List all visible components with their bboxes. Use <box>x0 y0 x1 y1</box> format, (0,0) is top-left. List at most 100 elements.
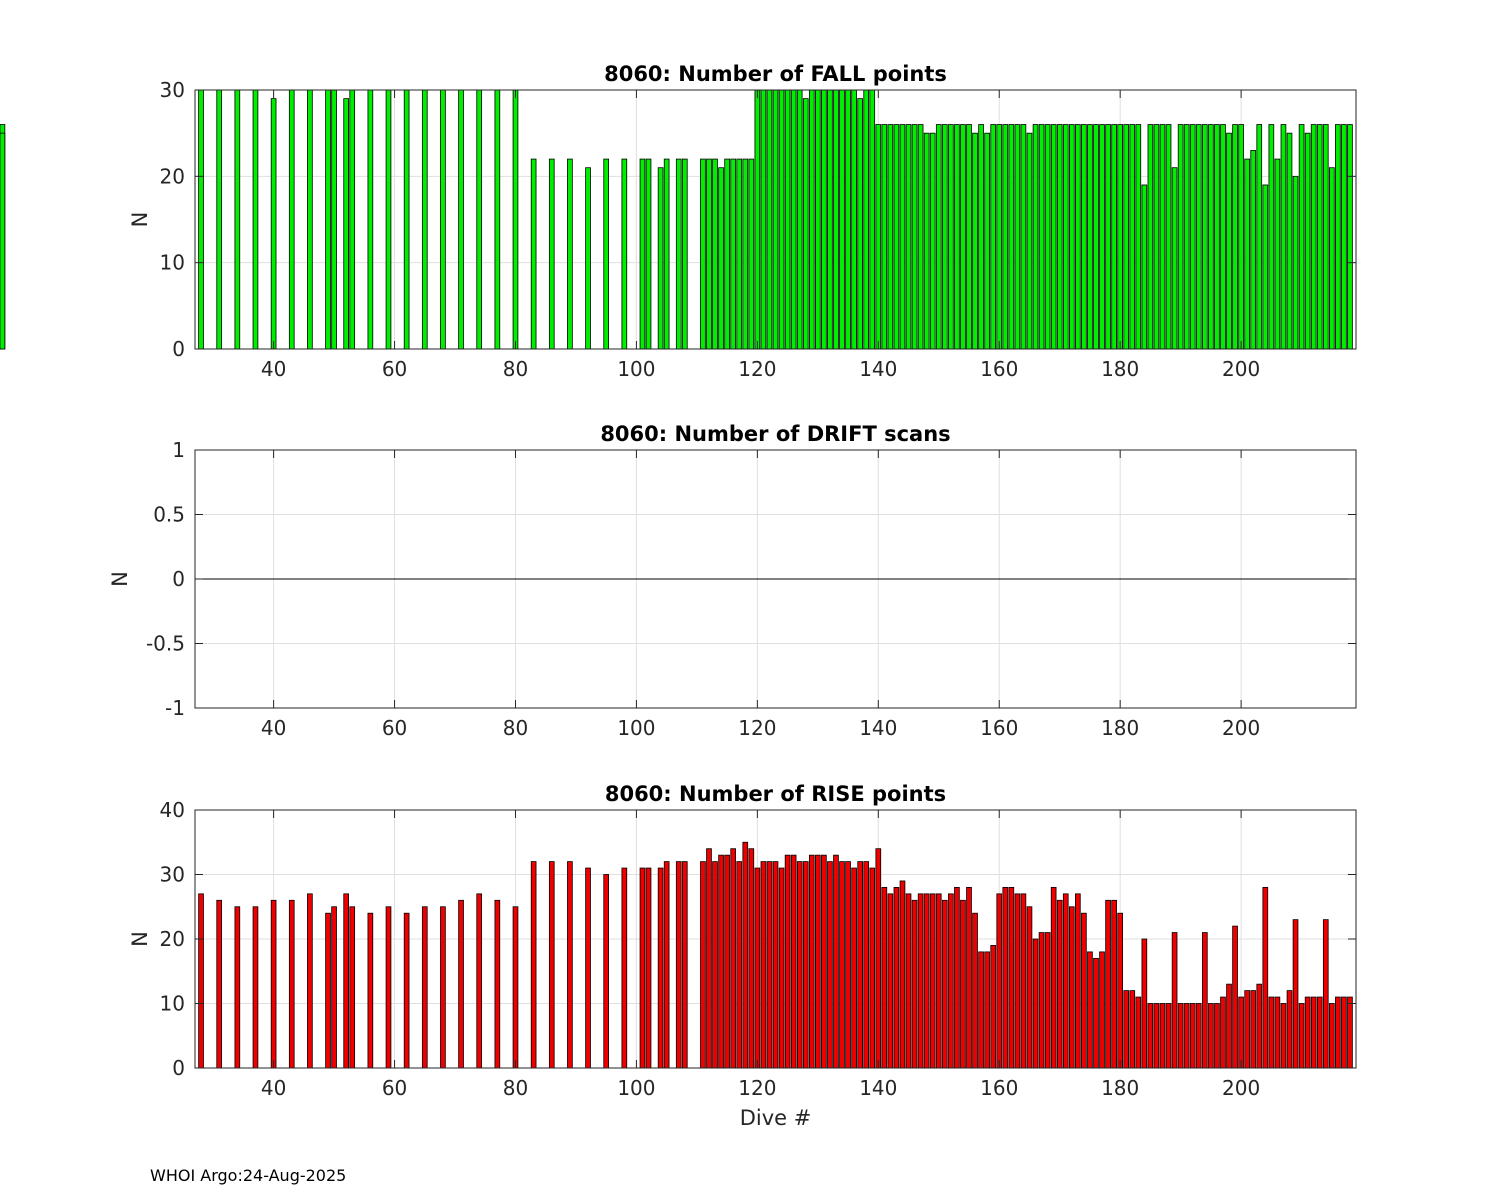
rise-bar <box>1286 990 1293 1069</box>
rise-bar <box>1135 996 1142 1069</box>
fall-bar <box>917 124 924 350</box>
fall-bar <box>1250 150 1257 350</box>
fall-bar <box>833 89 839 350</box>
rise-bar <box>748 848 755 1069</box>
drift-chart-title: 8060: Number of DRIFT scans <box>600 422 950 446</box>
fall-bar <box>706 158 712 350</box>
drift-x-tick-label: 60 <box>382 716 407 740</box>
fall-bar <box>1026 132 1033 350</box>
fall-x-tick-label: 160 <box>980 357 1018 381</box>
rise-bar <box>815 854 821 1069</box>
rise-bar <box>1195 1003 1202 1069</box>
rise-bar <box>966 887 972 1069</box>
rise-bar <box>1068 906 1075 1069</box>
rise-bar <box>458 899 464 1069</box>
fall-bar <box>1056 124 1063 350</box>
rise-bar <box>639 867 646 1069</box>
fall-bar <box>1226 132 1232 350</box>
fall-bar <box>1153 124 1160 350</box>
rise-bar <box>1056 899 1063 1069</box>
fall-y-axis-label: N <box>128 212 152 228</box>
fall-bar <box>663 158 670 350</box>
rise-bar <box>234 906 241 1069</box>
rise-bar <box>1008 887 1015 1069</box>
fall-bar <box>887 124 894 350</box>
fall-bar <box>1062 124 1069 350</box>
rise-bar <box>1093 957 1099 1069</box>
rise-bar <box>1038 932 1045 1069</box>
rise-bar <box>760 861 767 1069</box>
rise-bar <box>385 906 392 1069</box>
rise-x-tick-label: 180 <box>1101 1076 1139 1100</box>
fall-x-tick-label: 80 <box>503 357 528 381</box>
fall-bar <box>1068 124 1075 350</box>
rise-bar <box>742 841 749 1069</box>
rise-points-chart: 40 60 80 100 120 140 160 180 200 0 10 20 30 40 8060: N… <box>128 782 1357 1130</box>
drift-x-tick-label: 140 <box>859 716 897 740</box>
rise-bar <box>331 906 337 1069</box>
fall-bar <box>742 158 749 350</box>
rise-x-tick-label: 160 <box>980 1076 1018 1100</box>
rise-x-tick-label: 60 <box>382 1076 407 1100</box>
rise-bar <box>1099 951 1105 1069</box>
rise-bar <box>784 854 791 1069</box>
rise-bar <box>1111 899 1117 1069</box>
rise-bar <box>1087 951 1093 1069</box>
drift-y-tick-label: 0 <box>172 567 185 591</box>
fall-bar <box>288 89 295 350</box>
fall-bar <box>1177 124 1184 350</box>
rise-bar <box>724 854 730 1069</box>
rise-x-tick-label: 40 <box>261 1076 286 1100</box>
rise-bar <box>1292 919 1299 1069</box>
rise-bar <box>1202 932 1208 1069</box>
fall-axes-box <box>194 89 1357 350</box>
rise-bar <box>1032 938 1039 1069</box>
fall-bar <box>385 89 392 350</box>
rise-bar <box>1208 1003 1214 1069</box>
fall-bar <box>1262 184 1269 350</box>
fall-bar <box>1268 124 1275 350</box>
fall-bar <box>1256 124 1263 350</box>
fall-points-chart: 40 60 80 100 120 140 160 180 200 0 10 20 30 8060: Num… <box>0 62 1357 381</box>
fall-bar <box>954 124 960 350</box>
fall-bar <box>1020 124 1027 350</box>
rise-bar <box>403 912 410 1069</box>
fall-bar <box>548 158 555 350</box>
rise-bar <box>421 906 428 1069</box>
drift-x-tick-label: 200 <box>1222 716 1260 740</box>
fall-bar <box>984 132 990 350</box>
rise-bar <box>1147 1003 1154 1069</box>
rise-bar <box>772 861 779 1069</box>
rise-bar <box>645 867 652 1069</box>
rise-bar <box>996 893 1003 1069</box>
fall-bar <box>1159 124 1166 350</box>
rise-bar <box>718 854 724 1069</box>
fall-bar <box>948 124 954 350</box>
rise-bar <box>675 861 682 1069</box>
fall-bar <box>1183 124 1190 350</box>
fall-bar <box>421 89 428 350</box>
rise-x-tick-label: 100 <box>617 1076 655 1100</box>
fall-bar <box>198 89 204 350</box>
rise-bar <box>990 945 997 1069</box>
fall-bar <box>1244 158 1250 350</box>
fall-bar <box>458 89 464 350</box>
fall-bar <box>1189 124 1196 350</box>
rise-bar <box>1044 932 1051 1069</box>
fall-bar <box>639 158 646 350</box>
fall-bar <box>1274 158 1281 350</box>
rise-bar <box>270 899 277 1069</box>
fall-bar <box>815 89 821 350</box>
rise-bar <box>367 912 374 1069</box>
fall-bar <box>1292 175 1299 350</box>
rise-bar <box>657 867 664 1069</box>
fall-bar <box>736 158 743 350</box>
rise-x-axis-label: Dive # <box>740 1106 812 1130</box>
rise-bar <box>1347 996 1353 1069</box>
fall-bar <box>1111 124 1117 350</box>
fall-bar <box>857 98 863 350</box>
fall-bar <box>1093 124 1099 350</box>
fall-bar <box>1081 124 1087 350</box>
rise-bar <box>790 854 797 1069</box>
